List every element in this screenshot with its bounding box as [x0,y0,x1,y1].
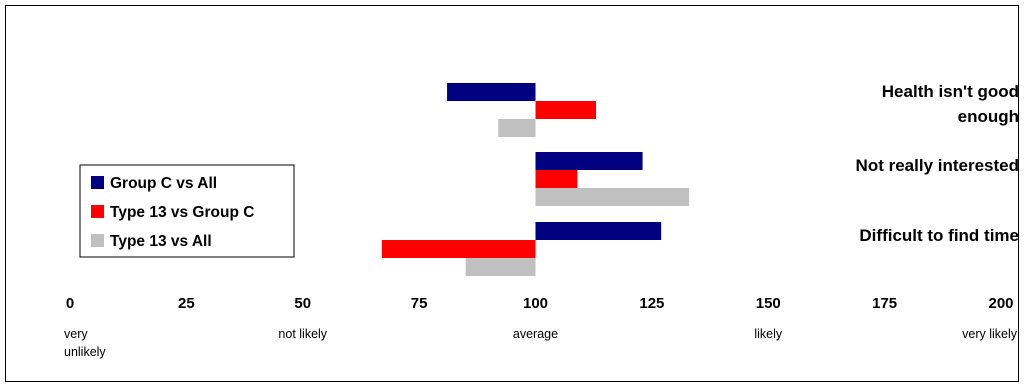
x-tick-label: 125 [639,295,664,312]
bar-series-2-category-1 [535,101,597,119]
x-tick-label: 150 [756,295,781,312]
scale-word-label: very likely [962,327,1018,341]
bar-series-1-category-1 [447,83,536,101]
x-tick-label: 0 [66,295,74,312]
bar-series-2-category-3 [381,240,536,258]
category-label-1-line-1: Health isn't good [882,82,1019,101]
scale-word-label: very [64,327,88,341]
scale-word-label: unlikely [64,345,106,359]
bar-series-3-category-3 [465,258,536,276]
scale-word-label: average [513,327,558,341]
legend-swatch-3 [91,234,104,247]
x-tick-label: 100 [523,295,548,312]
x-tick-label: 25 [178,295,195,312]
legend-label-1: Group C vs All [110,175,217,192]
legend: Group C vs All Type 13 vs Group C Type 13 … [79,164,295,258]
bar-series-3-category-1 [498,119,536,137]
x-axis-tick-labels: 0 25 50 75 100 125 150 175 200 [66,295,1014,312]
bar-series-1-category-3 [535,222,662,240]
bar-series-1-category-2 [535,152,643,170]
scale-word-labels: very unlikely not likely average likely very … [64,327,1018,359]
x-tick-label: 175 [872,295,897,312]
x-tick-label: 75 [411,295,428,312]
scale-word-label: likely [754,327,783,341]
legend-swatch-1 [91,176,104,189]
category-label-2-line-1: Not really interested [856,156,1019,175]
legend-label-2: Type 13 vs Group C [110,204,254,221]
scale-word-label: not likely [278,327,327,341]
bar-series-3-category-2 [535,188,690,206]
chart-svg: Health isn't good enough Not really intere… [64,82,1019,359]
legend-box [79,164,295,258]
category-label-1-line-2: enough [958,107,1019,126]
x-tick-label: 50 [294,295,311,312]
category-labels: Health isn't good enough Not really intere… [856,82,1019,245]
x-tick-label: 200 [988,295,1013,312]
bars-layer [381,83,690,276]
legend-swatch-2 [91,205,104,218]
bar-series-2-category-2 [535,170,578,188]
category-label-3-line-1: Difficult to find time [859,226,1019,245]
chart-frame: Health isn't good enough Not really intere… [5,5,1019,382]
legend-label-3: Type 13 vs All [110,233,212,250]
